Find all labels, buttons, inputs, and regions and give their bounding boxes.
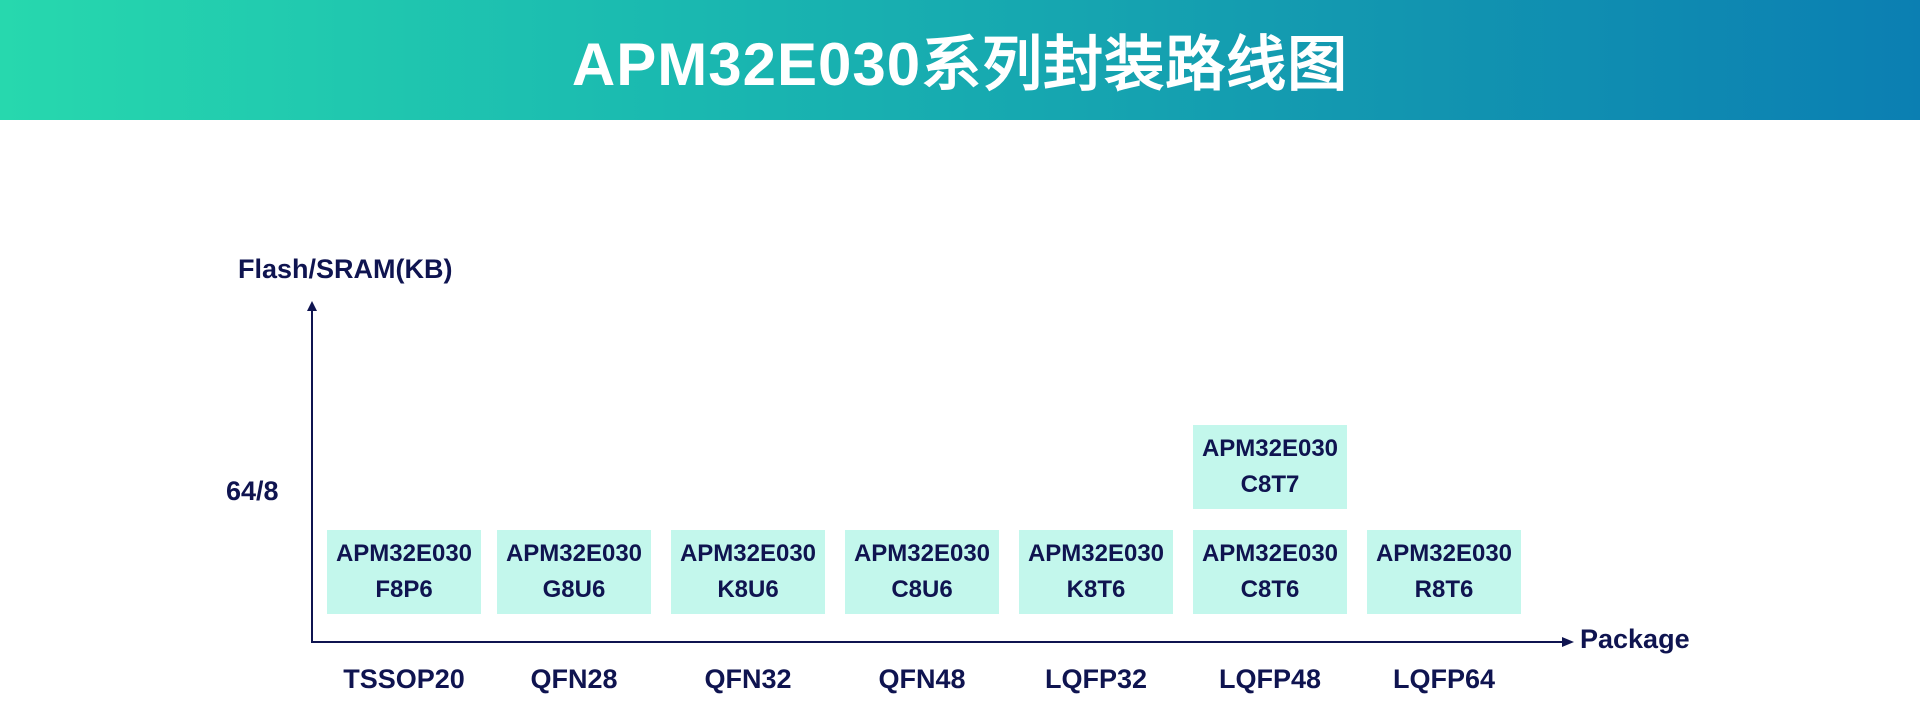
part-chip: APM32E030 C8T7 — [1193, 425, 1347, 509]
package-label: QFN28 — [530, 664, 618, 694]
part-suffix: K8T6 — [1066, 576, 1126, 603]
part-family: APM32E030 — [505, 540, 643, 567]
part-chip: APM32E030 R8T6 — [1367, 530, 1521, 614]
part-chip: APM32E030 C8T6 — [1193, 530, 1347, 614]
package-label: TSSOP20 — [343, 664, 465, 694]
x-axis-label: Package — [1580, 624, 1690, 654]
page-title: APM32E030系列封装路线图 — [571, 30, 1349, 98]
part-suffix: G8U6 — [542, 576, 606, 603]
part-suffix: C8T6 — [1240, 576, 1300, 603]
part-suffix: F8P6 — [375, 576, 433, 603]
y-axis-arrow-icon — [307, 301, 317, 311]
y-axis-label: Flash/SRAM(KB) — [238, 254, 453, 284]
y-axis-line — [311, 306, 313, 643]
package-label: LQFP32 — [1044, 664, 1148, 694]
part-suffix: C8U6 — [891, 576, 953, 603]
package-label: QFN32 — [704, 664, 792, 694]
part-chip: APM32E030 F8P6 — [327, 530, 481, 614]
part-family: APM32E030 — [853, 540, 991, 567]
part-chip: APM32E030 K8T6 — [1019, 530, 1173, 614]
part-suffix: C8T7 — [1240, 471, 1300, 498]
y-tick-label: 64/8 — [226, 476, 279, 506]
part-family: APM32E030 — [335, 540, 473, 567]
part-chip: APM32E030 C8U6 — [845, 530, 999, 614]
part-chip: APM32E030 G8U6 — [497, 530, 651, 614]
package-label: QFN48 — [878, 664, 966, 694]
part-family: APM32E030 — [679, 540, 817, 567]
part-family: APM32E030 — [1201, 540, 1339, 567]
package-label: LQFP48 — [1218, 664, 1322, 694]
part-family: APM32E030 — [1375, 540, 1513, 567]
package-label: LQFP64 — [1392, 664, 1496, 694]
part-family: APM32E030 — [1201, 435, 1339, 462]
header-banner: APM32E030系列封装路线图 — [0, 0, 1920, 120]
x-axis-line — [311, 641, 1571, 643]
part-chip: APM32E030 K8U6 — [671, 530, 825, 614]
part-family: APM32E030 — [1027, 540, 1165, 567]
x-axis-arrow-icon — [1562, 637, 1574, 647]
part-suffix: K8U6 — [717, 576, 779, 603]
part-suffix: R8T6 — [1414, 576, 1474, 603]
